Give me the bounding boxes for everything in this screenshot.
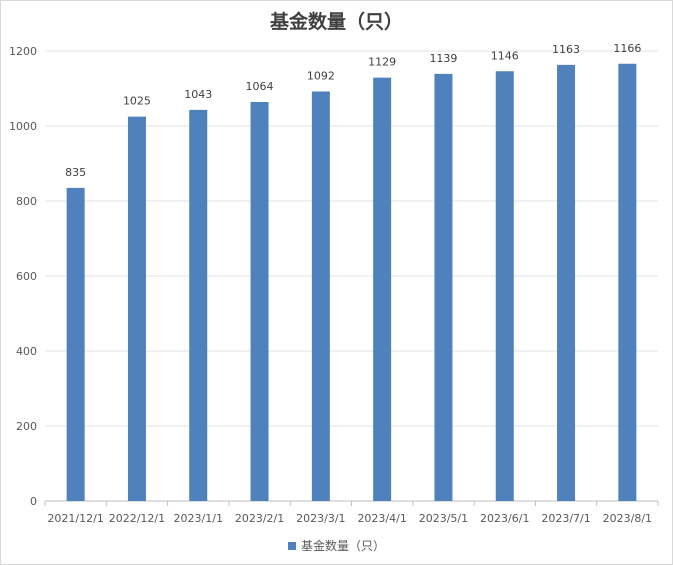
y-tick-label: 800 bbox=[16, 195, 37, 208]
bar bbox=[66, 187, 85, 501]
y-tick-label: 600 bbox=[16, 270, 37, 283]
bar bbox=[495, 71, 514, 501]
x-tick-label: 2023/5/1 bbox=[419, 512, 468, 525]
bar bbox=[557, 64, 576, 501]
bar bbox=[618, 63, 637, 501]
y-tick-label: 400 bbox=[16, 345, 37, 358]
data-label: 1064 bbox=[246, 80, 274, 93]
data-label: 1043 bbox=[184, 88, 212, 101]
data-label: 1025 bbox=[123, 95, 151, 108]
x-tick-label: 2023/8/1 bbox=[603, 512, 652, 525]
data-label: 1129 bbox=[368, 56, 396, 69]
x-tick-label: 2022/12/1 bbox=[109, 512, 165, 525]
legend-label: 基金数量（只） bbox=[300, 539, 385, 553]
bar bbox=[373, 77, 392, 501]
x-tick-label: 2023/4/1 bbox=[357, 512, 406, 525]
x-tick-label: 2023/2/1 bbox=[235, 512, 284, 525]
bar bbox=[434, 73, 453, 501]
x-tick-label: 2023/7/1 bbox=[541, 512, 590, 525]
bar bbox=[189, 109, 208, 501]
bar bbox=[250, 102, 269, 501]
y-tick-label: 1200 bbox=[9, 45, 37, 58]
y-tick-label: 200 bbox=[16, 420, 37, 433]
chart-title: 基金数量（只） bbox=[269, 11, 403, 33]
y-tick-label: 0 bbox=[30, 495, 37, 508]
x-tick-label: 2023/1/1 bbox=[174, 512, 223, 525]
data-label: 1163 bbox=[552, 43, 580, 56]
bar bbox=[311, 91, 330, 501]
legend: 基金数量（只） bbox=[1, 537, 672, 554]
x-tick-label: 2021/12/1 bbox=[47, 512, 103, 525]
data-label: 1146 bbox=[491, 49, 519, 62]
data-label: 835 bbox=[65, 166, 86, 179]
legend-swatch bbox=[287, 541, 296, 550]
data-label: 1139 bbox=[429, 52, 457, 65]
data-label: 1092 bbox=[307, 70, 335, 83]
y-tick-label: 1000 bbox=[9, 120, 37, 133]
x-tick-label: 2023/6/1 bbox=[480, 512, 529, 525]
data-label: 1166 bbox=[613, 42, 641, 55]
bar bbox=[127, 116, 146, 501]
x-tick-label: 2023/3/1 bbox=[296, 512, 345, 525]
